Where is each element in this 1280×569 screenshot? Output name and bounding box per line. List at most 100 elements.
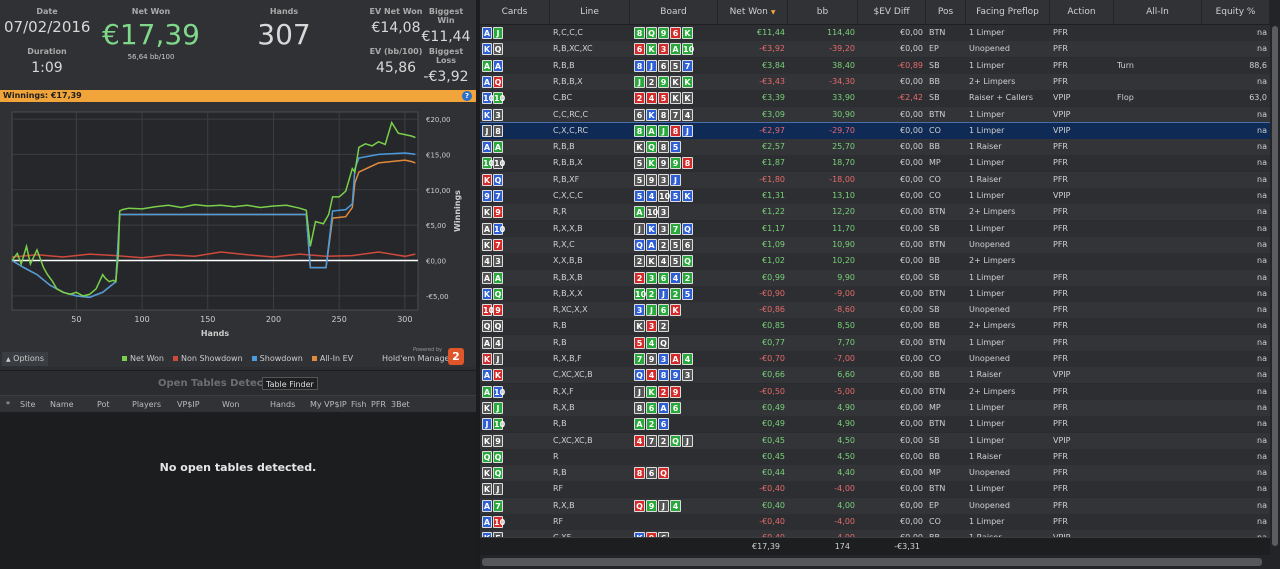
legend-item[interactable]: Net Won bbox=[122, 354, 164, 363]
position-cell: BTN bbox=[929, 386, 946, 396]
ev-diff-cell: €0,00 bbox=[900, 125, 923, 135]
hands-table-body: A J R,C,C,C 8 Q 9 6 K €11,44 114,40 €0,00 BTN 1 Limp… bbox=[480, 25, 1270, 537]
column-header-label: $EV Diff bbox=[873, 7, 910, 17]
column-header-board[interactable]: Board bbox=[630, 0, 718, 25]
table-row[interactable]: Q Q R €0,45 4,50 €0,00 BB 1 Raiser PFR na bbox=[480, 448, 1270, 465]
open-tables-column-header[interactable]: * bbox=[6, 400, 10, 409]
playing-card: 9 bbox=[493, 206, 503, 219]
open-tables-column-header[interactable]: Hands bbox=[270, 400, 296, 409]
column-header-bb[interactable]: bb bbox=[788, 0, 858, 25]
open-tables-column-header[interactable]: VP$IP bbox=[177, 400, 200, 409]
table-row[interactable]: A A R,B,B K Q 8 5 €2,57 25,70 €0,00 BB 1 Raiser PFR n… bbox=[480, 139, 1270, 156]
vertical-scrollbar[interactable] bbox=[1270, 0, 1280, 555]
column-header-action[interactable]: Action bbox=[1050, 0, 1114, 25]
playing-card: 4 bbox=[493, 336, 503, 349]
column-header-cards[interactable]: Cards bbox=[480, 0, 550, 25]
table-row[interactable]: K Q R,B 8 6 Q €0,44 4,40 €0,00 MP Unopened PFR na bbox=[480, 465, 1270, 482]
panel-splitter[interactable] bbox=[476, 0, 480, 569]
table-row[interactable]: A Q R,B,B,X J 2 9 K K -€3,43 -34,30 €0,00 BB 2+ Limp… bbox=[480, 73, 1270, 90]
horizontal-scroll-thumb[interactable] bbox=[482, 558, 1262, 566]
table-row[interactable]: 9 7 C,X,C,C 5 4 10 5 K €1,31 13,10 €0,00 CO 1 Limper… bbox=[480, 188, 1270, 204]
table-row[interactable]: 109 R,XC,X,X 3 J 6 K -€0,86 -8,60 €0,00 SB Unopene… bbox=[480, 302, 1270, 319]
playing-card: Q bbox=[634, 238, 645, 251]
table-row[interactable]: 1010 R,B,B,X 5 K 9 9 8 €1,87 18,70 €0,00 MP 1 Limpe… bbox=[480, 155, 1270, 172]
open-tables-column-header[interactable]: 3Bet bbox=[391, 400, 410, 409]
table-row[interactable]: K 9 R,R A 10 3 €1,22 12,20 €0,00 BTN 2+ Limpers PFR… bbox=[480, 204, 1270, 221]
legend-item[interactable]: Showdown bbox=[251, 354, 303, 363]
vertical-scroll-thumb[interactable] bbox=[1272, 26, 1278, 546]
line-cell: R,B,B,X bbox=[553, 76, 583, 86]
table-row[interactable]: A 10 R,X,X,B J K 3 7 Q €1,17 11,70 €0,00 SB 1 Limper… bbox=[480, 220, 1270, 237]
table-finder-button[interactable]: Table Finder bbox=[262, 377, 318, 390]
facing-preflop-cell: Unopened bbox=[969, 239, 1010, 249]
table-row[interactable]: A 10 R,X,F J K 2 9 -€0,50 -5,00 €0,00 BTN 2+ Limper… bbox=[480, 383, 1270, 400]
playing-card: Q bbox=[658, 336, 669, 349]
all-in-cell bbox=[1117, 237, 1199, 253]
options-button[interactable]: ▲ Options bbox=[2, 352, 48, 366]
table-row[interactable]: K 9 C,XC,XC,B 4 7 2 Q J €0,45 4,50 €0,00 SB 1 Limper… bbox=[480, 432, 1270, 449]
legend-item[interactable]: All-In EV bbox=[311, 354, 353, 363]
help-icon[interactable]: ? bbox=[462, 91, 472, 101]
table-row[interactable]: 4 3 X,X,B,B 2 K 4 5 Q €1,02 10,20 €0,00 BB 2+ Limper… bbox=[480, 253, 1270, 270]
line-cell: R,X,X,B bbox=[553, 223, 583, 233]
playing-card: Q bbox=[646, 141, 657, 154]
all-in-cell bbox=[1117, 123, 1199, 139]
equity-cell: na bbox=[1257, 109, 1267, 119]
column-header-pos[interactable]: Pos bbox=[926, 0, 966, 25]
column-header-all-in[interactable]: All-In bbox=[1114, 0, 1202, 25]
column-header-facing-preflop[interactable]: Facing Preflop bbox=[966, 0, 1050, 25]
column-header-line[interactable]: Line bbox=[550, 0, 630, 25]
ev-diff-cell: €0,00 bbox=[900, 517, 923, 526]
table-row[interactable]: A A R,B,X,B 2 3 6 4 2 €0,99 9,90 €0,00 SB 1 Limper PF… bbox=[480, 269, 1270, 286]
table-row[interactable]: A J R,C,C,C 8 Q 9 6 K €11,44 114,40 €0,00 BTN 1 Limp… bbox=[480, 25, 1270, 41]
table-row[interactable]: A 4 R,B 5 4 Q €0,77 7,70 €0,00 BTN 1 Limper PFR na bbox=[480, 334, 1270, 351]
open-tables-column-header[interactable]: Site bbox=[20, 400, 36, 409]
table-row[interactable]: K 7 R,X,C Q A 2 5 6 €1,09 10,90 €0,00 BTN Unopened PF… bbox=[480, 236, 1270, 253]
table-row[interactable]: J 8 C,X,C,RC 8 A J 8 J -€2,97 -29,70 €0,00 CO 1 Limp… bbox=[480, 121, 1270, 140]
column-header-equity-[interactable]: Equity % bbox=[1202, 0, 1270, 25]
table-row[interactable]: A 7 R,X,B Q 9 J 4 €0,40 4,00 €0,00 EP Unopened PFR na bbox=[480, 497, 1270, 514]
line-cell: R,B bbox=[553, 468, 567, 478]
facing-preflop-cell: 1 Limper bbox=[969, 288, 1005, 298]
playing-card: K bbox=[682, 27, 693, 39]
y-tick-label: €5,00 bbox=[426, 222, 446, 230]
playing-card: 3 bbox=[658, 43, 669, 56]
open-tables-column-header[interactable]: PFR bbox=[371, 400, 386, 409]
column-header--ev-diff[interactable]: $EV Diff bbox=[858, 0, 926, 25]
open-tables-column-header[interactable]: Pot bbox=[97, 400, 110, 409]
bb-cell: 8,50 bbox=[837, 321, 855, 331]
open-tables-column-header[interactable]: Fish bbox=[351, 400, 367, 409]
action-cell: PFR bbox=[1053, 321, 1068, 331]
legend-label: Showdown bbox=[259, 354, 303, 363]
open-tables-column-header[interactable]: My VP$IP bbox=[310, 400, 347, 409]
equity-cell: na bbox=[1257, 386, 1267, 396]
table-row[interactable]: A K C,XC,XC,B Q 4 8 9 3 €0,66 6,60 €0,00 BB 1 Raiser… bbox=[480, 367, 1270, 384]
column-header-net-won[interactable]: Net Won ▼ bbox=[718, 0, 788, 25]
table-row[interactable]: K J R,X,B,F 7 9 3 A 4 -€0,70 -7,00 €0,00 CO Unopened… bbox=[480, 351, 1270, 367]
table-row[interactable]: A A R,B,B 8 J 6 5 7 €3,84 38,40 -€0,89 SB 1 Limper PF… bbox=[480, 57, 1270, 74]
playing-card: 7 bbox=[670, 222, 681, 235]
table-row[interactable]: K Q R,B,XF 5 9 3 J -€1,80 -18,00 €0,00 CO 1 Raiser P… bbox=[480, 171, 1270, 188]
open-tables-column-header[interactable]: Players bbox=[132, 400, 162, 409]
table-row[interactable]: 1010 C,BC 2 4 5 K K €3,39 33,90 -€2,42 SB Raiser + … bbox=[480, 90, 1270, 107]
horizontal-scrollbar[interactable] bbox=[480, 555, 1280, 569]
table-row[interactable]: K Q R,B,XC,XC 6 K 3 A 10 -€3,92 -39,20 €0,00 EP Unop… bbox=[480, 41, 1270, 58]
legend-item[interactable]: Non Showdown bbox=[173, 354, 243, 363]
table-row[interactable]: A 10 RF -€0,40 -4,00 €0,00 CO 1 Limper PFR na bbox=[480, 514, 1270, 530]
all-in-cell bbox=[1117, 286, 1199, 302]
open-tables-column-header[interactable]: Won bbox=[222, 400, 240, 409]
table-row[interactable]: Q Q R,B K 3 2 €0,85 8,50 €0,00 BB 2+ Limpers PFR na bbox=[480, 318, 1270, 335]
net-won-cell: €0,44 bbox=[762, 468, 785, 478]
all-in-cell bbox=[1117, 367, 1199, 383]
table-row[interactable]: K Q R,B,X,X 10 2 J 2 5 -€0,90 -9,00 €0,00 BTN 1 Limp… bbox=[480, 285, 1270, 302]
open-tables-column-header[interactable]: Name bbox=[50, 400, 74, 409]
table-row[interactable]: J 10 R,B A 2 6 €0,49 4,90 €0,00 BTN 1 Limper PFR na bbox=[480, 416, 1270, 433]
position-cell: BB bbox=[929, 256, 940, 266]
playing-card: 5 bbox=[634, 157, 645, 170]
table-row[interactable]: K J R,X,B 8 6 A 6 €0,49 4,90 €0,00 MP 1 Limper PFR na bbox=[480, 399, 1270, 416]
ev-diff-cell: €0,00 bbox=[900, 305, 923, 315]
table-row[interactable]: K 3 C,C,RC,C 6 K 8 7 4 €3,09 30,90 €0,00 BTN 1 Limpe… bbox=[480, 106, 1270, 123]
table-row[interactable]: K J RF -€0,40 -4,00 €0,00 BTN 1 Limper PFR na bbox=[480, 481, 1270, 498]
